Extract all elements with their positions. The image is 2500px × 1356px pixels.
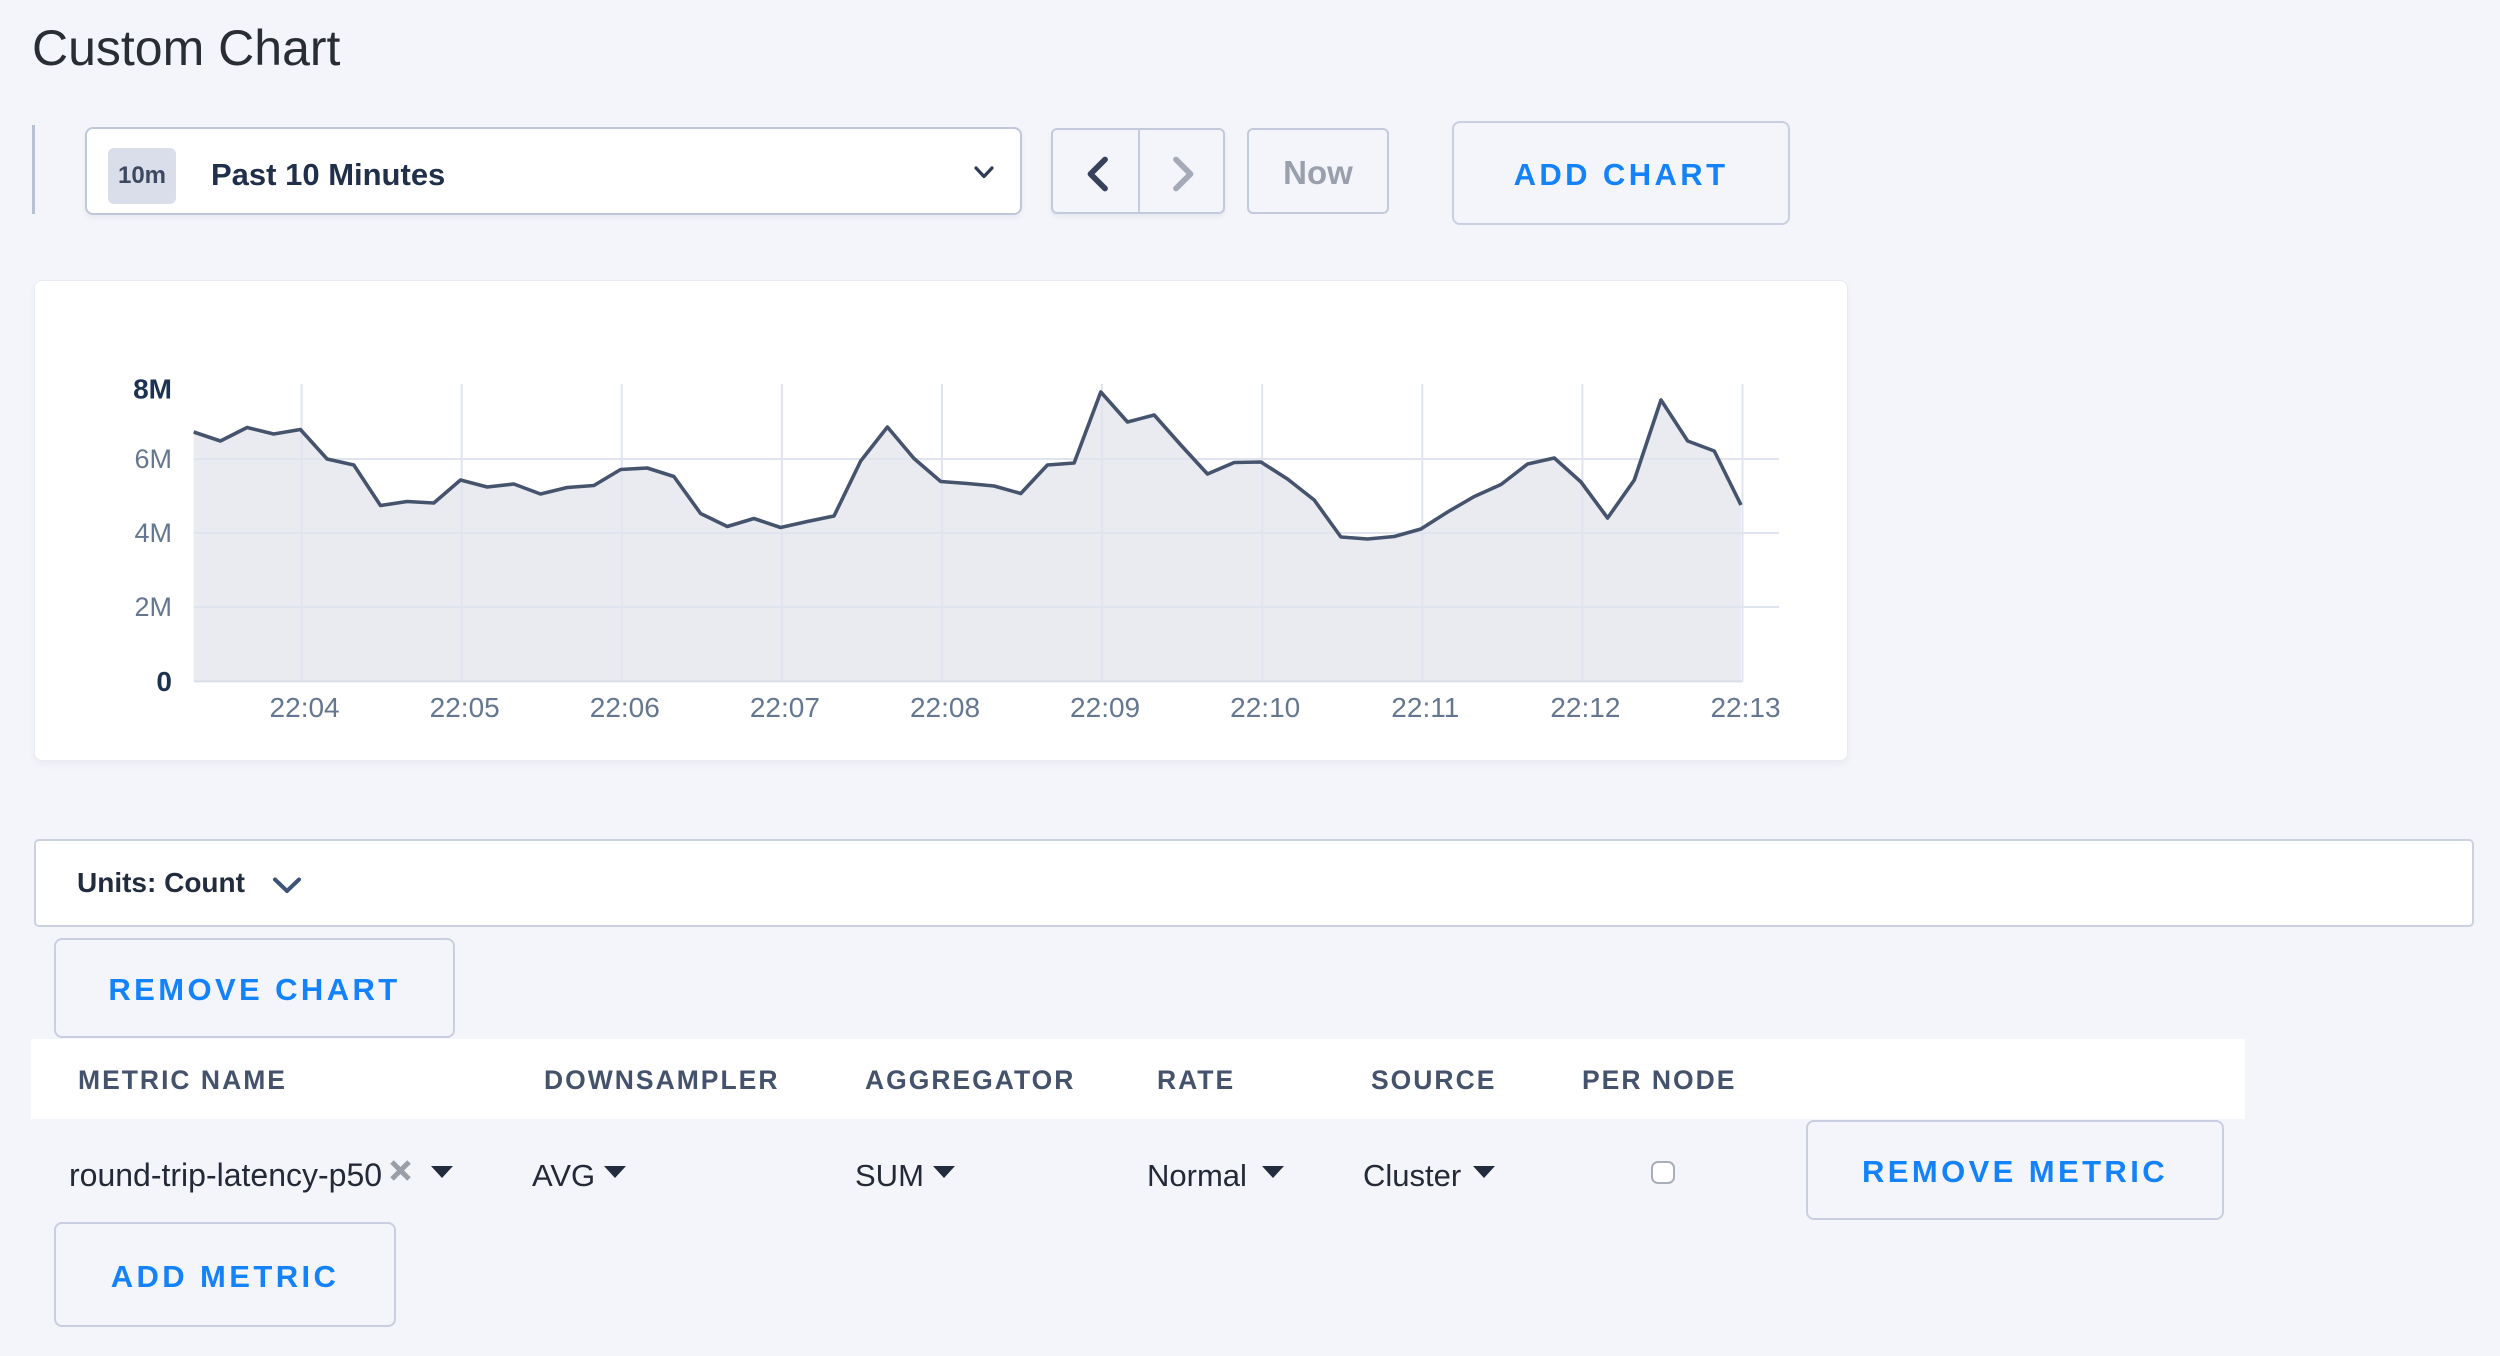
svg-text:8M: 8M: [133, 373, 172, 404]
svg-text:4M: 4M: [134, 518, 172, 548]
svg-text:22:11: 22:11: [1391, 692, 1459, 723]
svg-text:22:10: 22:10: [1230, 692, 1300, 723]
svg-text:22:09: 22:09: [1070, 692, 1140, 723]
svg-text:0: 0: [156, 666, 172, 697]
svg-text:22:12: 22:12: [1550, 692, 1620, 723]
svg-text:6M: 6M: [134, 444, 172, 474]
svg-text:22:07: 22:07: [750, 692, 820, 723]
svg-text:22:13: 22:13: [1710, 692, 1780, 723]
svg-text:2M: 2M: [134, 592, 172, 622]
svg-text:22:05: 22:05: [430, 692, 500, 723]
svg-text:22:08: 22:08: [910, 692, 980, 723]
svg-text:22:04: 22:04: [270, 692, 340, 723]
svg-text:22:06: 22:06: [590, 692, 660, 723]
